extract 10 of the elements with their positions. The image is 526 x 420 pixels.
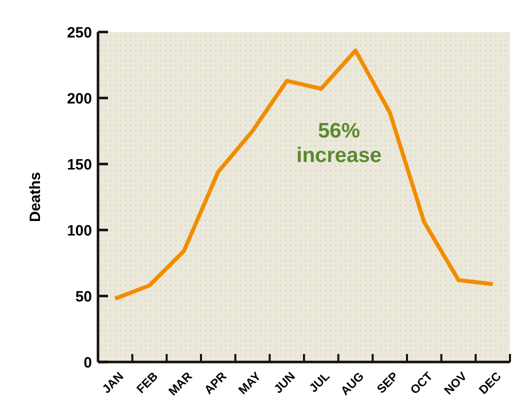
y-tick-label: 150 [66,156,92,174]
annotation: 56% increase [296,120,382,167]
y-axis-title: Deaths [27,172,44,222]
y-tick-label: 100 [66,222,92,240]
y-tick-label: 250 [66,24,92,42]
y-tick-label: 50 [75,288,92,306]
x-tick-label: JUL [306,369,332,396]
line-series [113,48,495,301]
y-tick-label: 200 [66,90,92,108]
y-tick-label: 0 [84,354,92,372]
